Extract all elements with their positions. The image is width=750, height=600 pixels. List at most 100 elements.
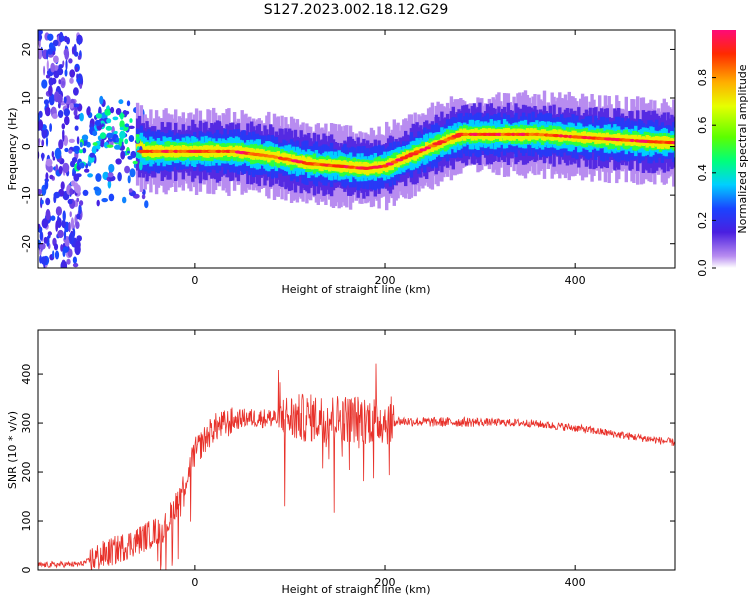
spectrogram-noise-blob — [76, 213, 81, 220]
spectrogram-noise-blob — [62, 130, 65, 142]
spectrogram-noise-blob — [67, 198, 73, 205]
spectrogram-noise-blob — [50, 215, 56, 221]
spectrogram-cell — [79, 141, 83, 148]
snr-ylabel: SNR (10 * v/v) — [6, 411, 19, 489]
snr-xtick-label: 0 — [191, 576, 198, 589]
spectrogram-noise-blob — [47, 231, 52, 236]
snr-xlabel: Height of straight line (km) — [281, 583, 430, 596]
spectrogram-noise-blob — [79, 83, 83, 89]
spectrogram-noise-blob — [46, 49, 49, 60]
spectrogram-noise-blob — [62, 60, 65, 67]
spectrogram-peak — [504, 132, 513, 136]
spectrogram-noise-blob — [48, 93, 55, 106]
spectrogram-cell — [89, 152, 96, 158]
spectrogram-peak — [462, 132, 470, 136]
spectrogram-noise-blob — [61, 219, 66, 229]
spectrogram-noise-blob — [41, 79, 48, 89]
spectrogram-noise-blob — [63, 35, 68, 43]
spectrogram-cell — [92, 142, 98, 146]
spectrogram-ticks: 0 200 400 -20 -10 0 10 20 — [20, 30, 675, 287]
spectrogram-noise-blob — [48, 85, 53, 97]
spectrogram-noise-blob — [45, 197, 51, 206]
spectrogram-noise-blob — [58, 139, 64, 150]
spectrogram-noise-blob — [39, 231, 43, 241]
spectrogram-noise-blob — [64, 238, 70, 247]
spectrogram-noise-blob — [63, 108, 70, 117]
spectrogram-noise-blob — [117, 172, 122, 182]
snr-marks — [38, 363, 675, 570]
spectrogram-noise-blob — [61, 123, 66, 130]
spectrogram-noise-blob — [52, 156, 56, 161]
spectrogram-noise-blob — [57, 67, 64, 76]
spectrogram-noise-blob — [52, 39, 59, 47]
spectrogram-noise-blob — [126, 100, 131, 107]
spectrogram-noise-blob — [124, 165, 131, 174]
spectrogram-cell — [79, 162, 85, 169]
spectrogram-noise-blob — [69, 102, 74, 109]
spectrogram-noise-blob — [38, 33, 43, 41]
spectrogram-noise-blob — [58, 102, 61, 109]
spectrogram-noise-blob — [67, 103, 70, 109]
spectrogram-noise-blob — [74, 125, 79, 131]
spectrogram-noise-blob — [55, 206, 63, 216]
spectrogram-noise-blob — [60, 244, 64, 252]
spectrogram-cell — [73, 173, 80, 182]
snr-panel: 0 200 400 0 100 200 300 400 Height of straight … — [6, 329, 676, 596]
spectrogram-noise-blob — [108, 163, 115, 173]
spectrogram-noise-blob — [68, 221, 71, 233]
spectrogram-noise-blob — [61, 80, 65, 86]
spectrogram-xtick-label: 200 — [375, 274, 396, 287]
spectrogram-noise-blob — [66, 258, 71, 265]
spectrogram-cell — [135, 136, 140, 144]
spectrogram-noise-blob — [45, 209, 51, 221]
spectrogram-cell — [91, 145, 97, 155]
spectrogram-peak — [537, 133, 546, 137]
colorbar-tick-label: 0.6 — [696, 116, 709, 134]
spectrogram-noise-blob — [118, 99, 124, 105]
snr-ytick-label: 400 — [20, 364, 33, 385]
spectrogram-noise-blob — [65, 59, 68, 71]
spectrogram-peak — [272, 155, 279, 159]
spectrogram-cell — [124, 138, 129, 145]
spectrogram-noise-blob — [101, 198, 108, 203]
spectrogram-peak — [172, 149, 179, 153]
spectrogram-cell — [105, 125, 113, 131]
spectrogram-noise-blob — [68, 149, 73, 154]
spectrogram-cell — [104, 108, 112, 116]
spectrogram-noise-blob — [99, 95, 104, 105]
spectrogram-noise-blob — [74, 106, 78, 118]
spectrogram-noise-blob — [38, 119, 44, 131]
spectrogram-noise-blob — [63, 135, 69, 147]
spectrogram-noise-blob — [96, 199, 100, 207]
spectrogram-noise-blob — [38, 138, 41, 144]
spectrogram-cell — [84, 168, 90, 173]
spectrogram-noise-blob — [63, 96, 67, 104]
spectrogram-noise-blob — [58, 165, 63, 175]
spectrogram-noise-blob — [62, 162, 70, 173]
spectrogram-cell — [106, 132, 114, 139]
spectrogram-marks — [38, 30, 675, 268]
spectrogram-noise-blob — [64, 48, 70, 61]
spectrogram-noise-blob — [95, 173, 102, 182]
spectrogram-peak — [558, 134, 564, 138]
snr-ytick-label: 0 — [20, 567, 33, 574]
spectrogram-cell — [73, 145, 80, 151]
colorbar-tick-label: 0.2 — [696, 212, 709, 230]
spectrogram-noise-blob — [47, 33, 54, 41]
spectrogram-peak — [552, 134, 560, 138]
spectrogram-noise-blob — [53, 55, 59, 64]
spectrogram-noise-blob — [46, 59, 49, 72]
colorbar-tick-label: 0.8 — [696, 69, 709, 87]
spectrogram-cell — [135, 153, 141, 159]
spectrogram-noise-blob — [76, 197, 80, 203]
spectrogram-cell — [95, 113, 103, 119]
spectrogram-ytick-label: 10 — [20, 91, 33, 105]
colorbar: 0.0 0.2 0.4 0.6 0.8 Normalized spectral ampl… — [696, 30, 749, 277]
spectrogram-cell — [79, 149, 83, 154]
spectrogram-cell — [129, 118, 133, 123]
spectrogram-cell — [139, 161, 143, 171]
spectrogram-cell — [119, 130, 126, 139]
spectrogram-noise-blob — [57, 229, 64, 239]
spectrogram-noise-blob — [38, 188, 43, 195]
